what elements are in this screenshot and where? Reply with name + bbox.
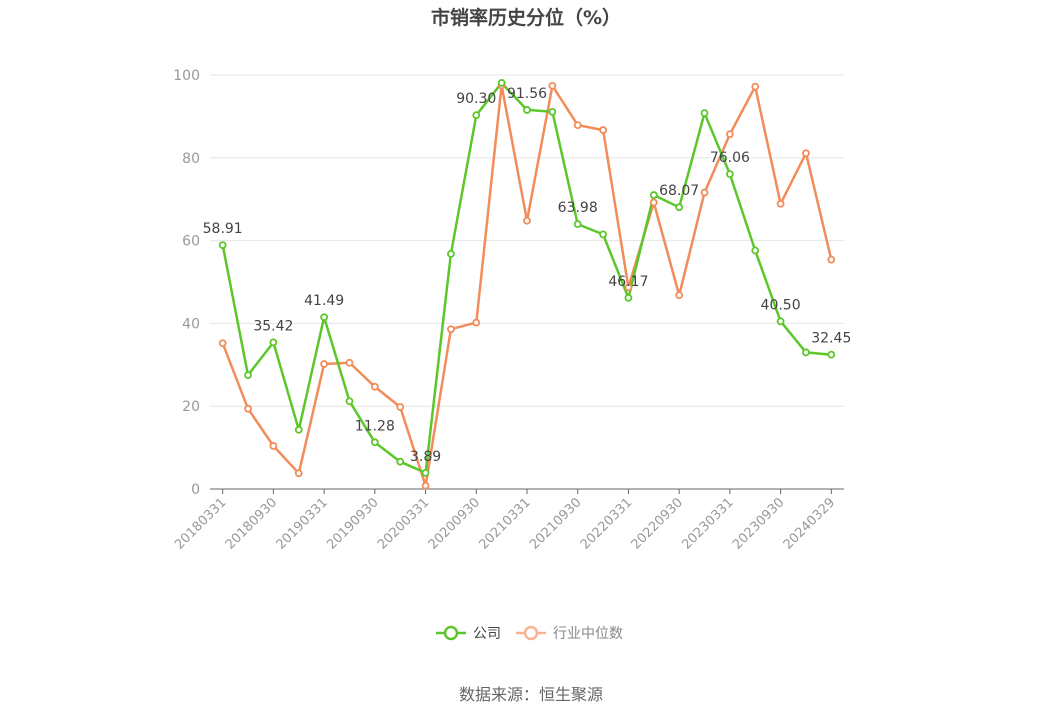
data-point[interactable] [370,382,379,391]
data-point[interactable] [725,130,734,139]
data-label: 32.45 [811,331,851,347]
data-point[interactable] [802,348,810,357]
series-line-1 [221,84,833,487]
series-lines [221,81,833,487]
data-point[interactable] [345,397,354,406]
data-label: 35.42 [253,318,293,334]
data-point[interactable] [447,325,455,334]
x-tick-label: 20200930 [426,495,483,552]
data-point[interactable] [725,170,734,179]
y-axis: 0 20 40 60 80 100 [173,68,200,498]
y-tick-label: 80 [182,151,200,167]
chart-title: 市销率历史分位（%） [431,6,621,29]
data-point[interactable] [599,126,607,134]
x-tick-label: 20210930 [527,495,584,552]
data-point[interactable] [776,199,785,208]
data-point[interactable] [776,317,785,326]
data-label: 46.17 [608,274,648,290]
x-tick-label: 20190331 [274,495,331,552]
data-point[interactable] [751,246,760,255]
data-point[interactable] [649,198,658,207]
data-point[interactable] [700,109,709,117]
data-point[interactable] [472,318,481,327]
data-point[interactable] [624,283,633,292]
x-tick-label: 20190930 [324,495,381,552]
data-point[interactable] [675,203,684,212]
data-point[interactable] [497,78,506,87]
legend-swatch-industry-marker [523,625,539,641]
x-tick-label: 20220930 [629,495,686,552]
y-tick-label: 40 [182,316,200,332]
data-point[interactable] [827,255,836,264]
data-label: 91.56 [507,86,547,102]
x-tick-label: 20230331 [679,495,736,552]
y-tick-label: 60 [182,234,200,250]
data-point[interactable] [548,107,557,116]
legend-label-industry-median: 行业中位数 [553,626,623,642]
y-tick-label: 0 [191,482,200,498]
data-point[interactable] [751,82,760,91]
x-tick-label: 20180930 [223,495,280,552]
x-axis: 2018033120180930201903312019093020200331… [172,488,844,553]
legend-swatch-company-marker [443,625,459,641]
data-label: 41.49 [304,293,344,309]
x-tick-label: 20240329 [781,495,838,552]
data-point[interactable] [523,216,531,225]
y-tick-label: 100 [173,68,200,84]
data-point[interactable] [573,121,582,129]
data-point[interactable] [218,339,227,348]
legend-label-company: 公司 [473,626,501,642]
legend: 公司 行业中位数 [436,625,623,642]
x-tick-label: 20230930 [730,495,787,552]
y-tick-label: 20 [182,399,200,415]
x-tick-label: 20210331 [476,495,533,552]
x-tick-label: 20220331 [578,495,635,552]
data-point[interactable] [396,403,405,411]
data-point[interactable] [573,220,582,229]
data-point[interactable] [396,457,405,466]
data-labels: 58.91 35.42 41.49 11.28 3.89 90.30 91.56 63.98 4… [203,86,852,465]
legend-item-company[interactable]: 公司 [436,625,501,642]
data-point[interactable] [320,313,329,322]
data-point[interactable] [421,481,430,490]
legend-item-industry-median[interactable]: 行业中位数 [516,625,623,642]
data-point[interactable] [269,338,278,347]
data-point[interactable] [421,468,430,477]
data-point[interactable] [244,404,252,413]
data-point[interactable] [548,81,557,90]
series-line-0 [221,81,832,475]
data-point[interactable] [345,358,354,367]
data-point[interactable] [447,249,455,258]
x-tick-label: 20180331 [172,495,229,552]
data-label: 58.91 [203,221,243,237]
data-point[interactable] [700,188,709,197]
data-point[interactable] [624,293,633,302]
data-label: 11.28 [355,418,395,434]
data-point[interactable] [827,350,836,359]
data-point[interactable] [294,425,303,434]
data-point[interactable] [599,230,607,239]
series-points [218,78,836,490]
data-label: 68.07 [659,183,699,199]
data-point[interactable] [675,291,684,300]
data-point[interactable] [244,371,252,380]
data-point[interactable] [320,360,329,368]
data-point[interactable] [802,149,810,158]
data-point[interactable] [472,111,481,120]
data-point[interactable] [370,438,379,447]
data-point[interactable] [218,241,227,250]
x-tick-label: 20200331 [375,495,432,552]
data-point[interactable] [294,469,303,478]
data-label: 90.30 [456,91,496,107]
data-source: 数据来源：恒生聚源 [459,685,603,704]
data-point[interactable] [523,106,531,114]
data-label: 76.06 [710,150,750,166]
data-point[interactable] [269,442,278,450]
grid [210,74,844,407]
data-label: 63.98 [558,200,598,216]
data-label: 40.50 [761,297,801,313]
data-label: 3.89 [410,449,441,465]
data-point[interactable] [649,191,658,199]
